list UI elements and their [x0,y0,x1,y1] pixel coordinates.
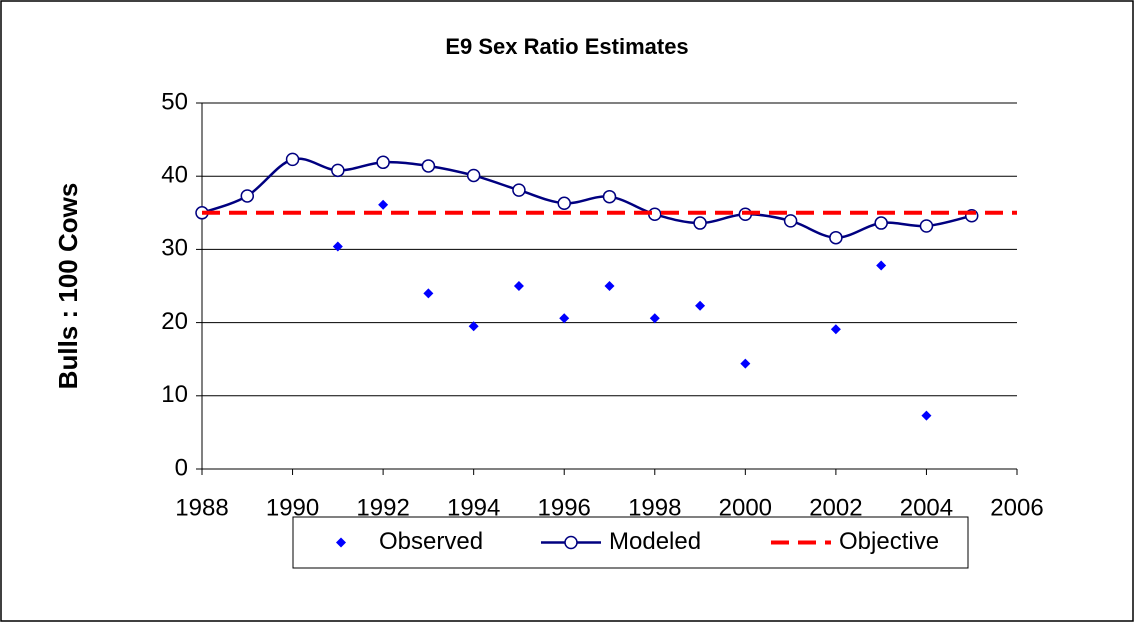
modeled-point [557,196,571,211]
y-tick-label: 50 [161,88,188,115]
modeled-point [376,155,390,170]
chart-title: E9 Sex Ratio Estimates [445,34,688,59]
x-tick-label: 2006 [990,494,1043,521]
observed-point [423,288,434,299]
observed-point [830,324,841,335]
modeled-point [693,216,707,230]
modeled-point [331,163,345,178]
legend-label: Objective [839,528,939,555]
observed-point [876,260,887,271]
legend-label: Observed [379,528,483,555]
observed-point [921,410,932,421]
y-tick-label: 40 [161,162,188,189]
observed-point [468,321,479,332]
observed-point [695,300,706,311]
modeled-point [285,152,300,167]
y-tick-label: 10 [161,381,188,408]
modeled-point [783,214,798,228]
modeled-point [421,159,436,173]
observed-point [740,358,751,369]
x-tick-label: 1988 [175,494,228,521]
legend-box [292,516,969,569]
modeled-point [602,189,617,204]
modeled-point [240,189,255,203]
legend-swatch [336,537,346,548]
observed-point [649,313,660,324]
observed-point [559,313,570,324]
observed-point [604,281,615,291]
legend-label: Modeled [609,528,701,555]
observed-point [332,241,343,252]
y-axis-title: Bulls : 100 Cows [53,183,83,390]
observed-point [378,199,389,210]
modeled-point [874,216,888,230]
modeled-point [512,183,526,197]
y-tick-label: 0 [175,454,188,481]
legend-swatch-marker [564,535,578,550]
modeled-point [829,230,843,245]
modeled-point [466,168,481,183]
modeled-point [919,219,934,233]
y-tick-label: 30 [161,235,188,262]
observed-point [513,281,524,291]
y-tick-label: 20 [161,308,188,335]
